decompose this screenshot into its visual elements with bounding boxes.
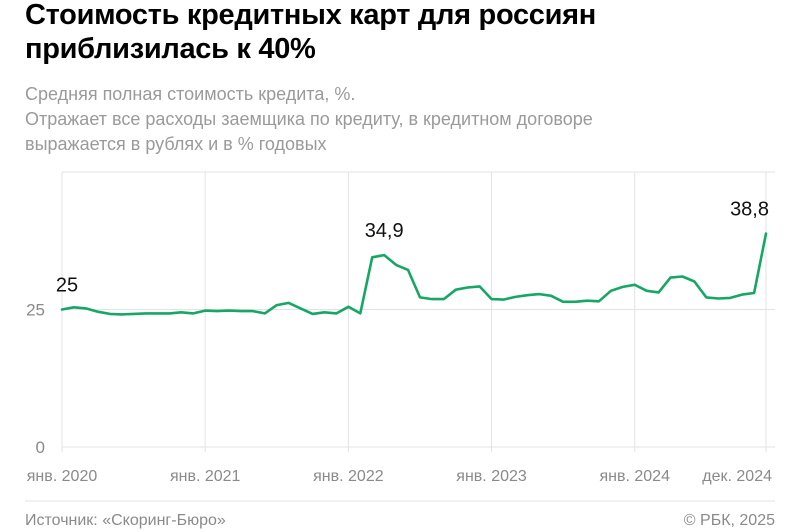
x-tick-label: янв. 2024: [599, 468, 670, 485]
x-tick-label: янв. 2022: [313, 468, 384, 485]
subtitle-line: выражается в рублях и в % годовых: [25, 134, 327, 154]
data-label: 25: [56, 275, 78, 297]
y-tick-label: 25: [26, 301, 45, 320]
series-line: [60, 232, 768, 316]
x-tick-label: янв. 2020: [27, 468, 98, 485]
copyright: © РБК, 2025: [683, 512, 775, 529]
data-label: 38,8: [730, 199, 769, 221]
source-note: Источник: «Скоринг-Бюро»: [25, 512, 226, 529]
y-tick-label: 0: [36, 438, 45, 457]
x-tick-label: янв. 2023: [456, 468, 527, 485]
chart-subtitle: Средняя полная стоимость кредита, %. Отр…: [25, 82, 785, 157]
x-tick-label: дек. 2024: [702, 468, 772, 485]
subtitle-line: Средняя полная стоимость кредита, %.: [25, 84, 356, 104]
subtitle-line: Отражает все расходы заемщика по кредиту…: [25, 109, 593, 129]
x-tick-label: янв. 2021: [170, 468, 241, 485]
chart-title: Стоимость кредитных карт для россиян при…: [25, 0, 596, 65]
data-label: 34,9: [365, 220, 404, 242]
